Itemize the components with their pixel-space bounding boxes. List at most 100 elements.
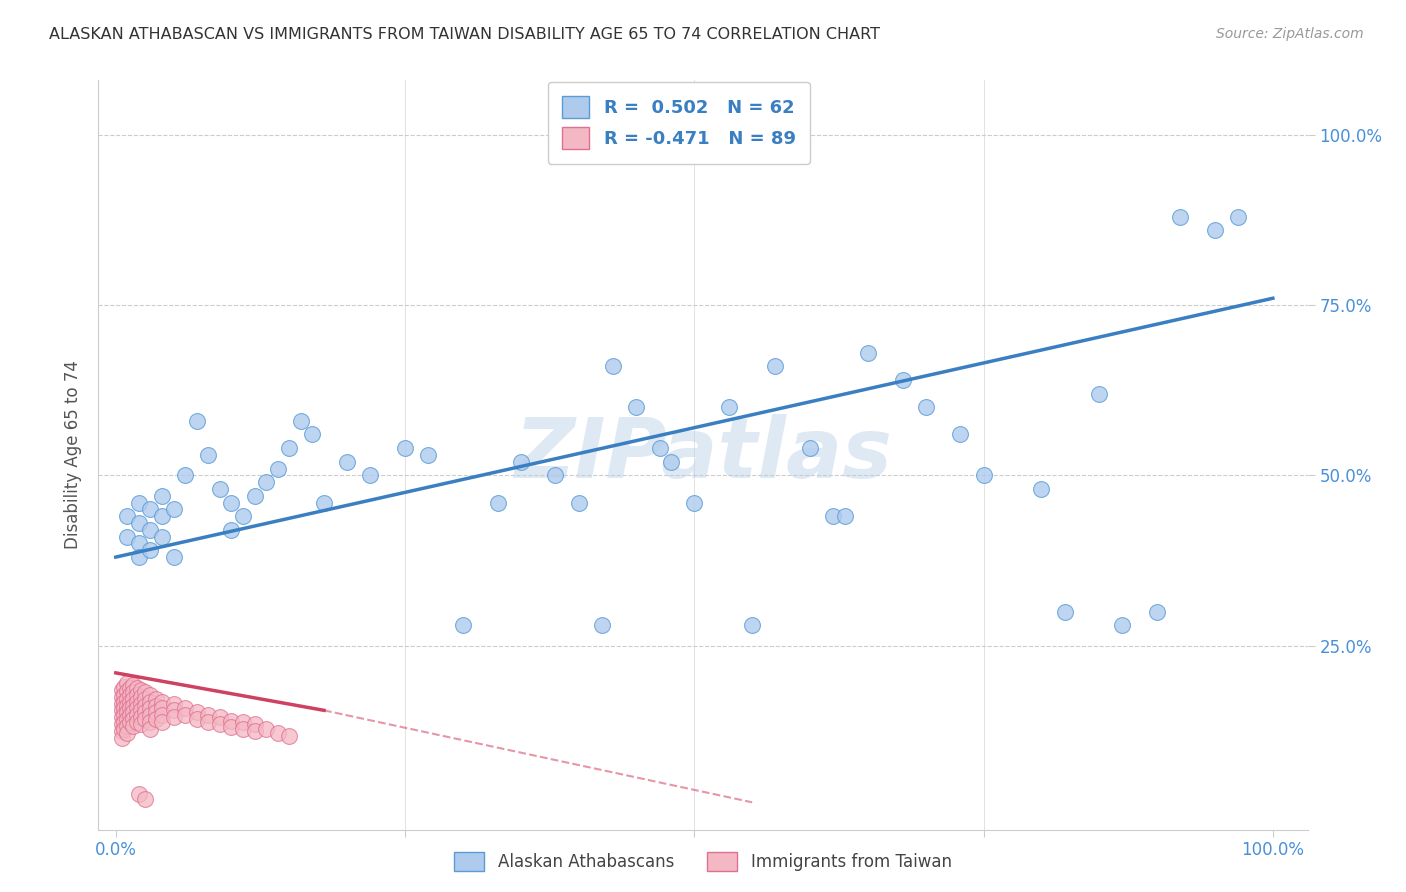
Point <box>856 345 879 359</box>
Point <box>891 373 914 387</box>
Point <box>254 722 277 736</box>
Point <box>267 726 290 740</box>
Point <box>112 722 135 736</box>
Point <box>254 475 277 490</box>
Point <box>973 468 995 483</box>
Legend: Alaskan Athabascans, Immigrants from Taiwan: Alaskan Athabascans, Immigrants from Tai… <box>446 843 960 880</box>
Point <box>139 708 162 723</box>
Point <box>174 701 197 715</box>
Point <box>112 688 135 702</box>
Point <box>162 697 184 711</box>
Point <box>763 359 786 374</box>
Text: ALASKAN ATHABASCAN VS IMMIGRANTS FROM TAIWAN DISABILITY AGE 65 TO 74 CORRELATION: ALASKAN ATHABASCAN VS IMMIGRANTS FROM TA… <box>49 27 880 42</box>
Point <box>568 495 591 509</box>
Point <box>117 684 139 698</box>
Point <box>128 787 150 801</box>
Point <box>394 441 416 455</box>
Point <box>150 509 173 524</box>
Point <box>197 448 219 462</box>
Point <box>134 792 156 806</box>
Point <box>949 427 972 442</box>
Point <box>122 706 145 720</box>
Point <box>1204 223 1226 237</box>
Point <box>509 455 531 469</box>
Point <box>221 495 243 509</box>
Point <box>112 701 135 715</box>
Point <box>243 723 266 738</box>
Point <box>162 703 184 717</box>
Point <box>267 461 290 475</box>
Point <box>117 712 139 726</box>
Point <box>626 401 648 415</box>
Point <box>110 703 132 717</box>
Point <box>301 427 323 442</box>
Point <box>117 726 139 740</box>
Point <box>278 441 301 455</box>
Y-axis label: Disability Age 65 to 74: Disability Age 65 to 74 <box>65 360 83 549</box>
Point <box>1146 605 1168 619</box>
Point <box>129 717 152 731</box>
Legend: R =  0.502   N = 62, R = -0.471   N = 89: R = 0.502 N = 62, R = -0.471 N = 89 <box>547 82 810 164</box>
Point <box>221 720 243 734</box>
Point <box>150 530 173 544</box>
Point <box>197 714 219 729</box>
Point <box>117 676 139 690</box>
Point <box>125 714 148 729</box>
Point <box>139 722 162 736</box>
Point <box>125 694 148 708</box>
Point <box>145 706 167 720</box>
Point <box>112 714 135 729</box>
Point <box>117 509 139 524</box>
Point <box>336 455 359 469</box>
Point <box>150 714 173 729</box>
Point <box>129 703 152 717</box>
Point <box>125 681 148 695</box>
Point <box>117 530 139 544</box>
Point <box>129 710 152 724</box>
Point <box>139 714 162 729</box>
Point <box>823 509 845 524</box>
Point <box>648 441 671 455</box>
Point <box>221 523 243 537</box>
Point <box>1088 386 1111 401</box>
Point <box>122 678 145 692</box>
Point <box>591 618 613 632</box>
Point <box>162 550 184 565</box>
Point <box>683 495 706 509</box>
Point <box>134 691 156 706</box>
Point <box>799 441 821 455</box>
Point <box>1111 618 1133 632</box>
Point <box>1168 210 1191 224</box>
Point <box>118 701 141 715</box>
Text: ZIPatlas: ZIPatlas <box>515 415 891 495</box>
Point <box>162 502 184 516</box>
Point <box>139 688 162 702</box>
Point <box>834 509 856 524</box>
Point <box>118 681 141 695</box>
Point <box>110 717 132 731</box>
Point <box>139 694 162 708</box>
Point <box>1227 210 1250 224</box>
Point <box>110 690 132 704</box>
Point <box>117 719 139 733</box>
Point <box>125 701 148 715</box>
Point <box>128 516 150 530</box>
Point <box>208 482 231 496</box>
Point <box>122 698 145 713</box>
Point <box>122 719 145 733</box>
Point <box>150 489 173 503</box>
Point <box>278 729 301 743</box>
Point <box>659 455 682 469</box>
Point <box>232 722 254 736</box>
Point <box>312 495 335 509</box>
Point <box>150 708 173 723</box>
Point <box>145 712 167 726</box>
Point <box>221 714 243 728</box>
Point <box>128 550 150 565</box>
Point <box>602 359 624 374</box>
Point <box>418 448 440 462</box>
Point <box>122 691 145 706</box>
Point <box>129 697 152 711</box>
Point <box>112 680 135 694</box>
Point <box>118 708 141 723</box>
